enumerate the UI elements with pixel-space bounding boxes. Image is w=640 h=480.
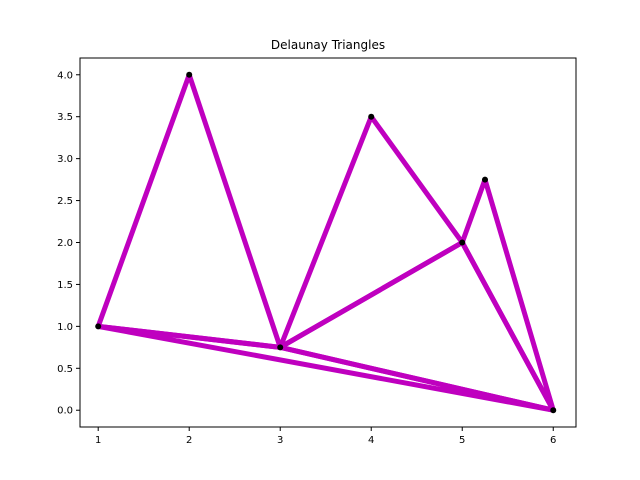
y-tick-label: 0.0: [57, 406, 73, 417]
point-0: [95, 323, 102, 330]
triangle-0: [95, 72, 283, 350]
x-tick-label: 5: [459, 435, 465, 446]
triangle-1: [95, 323, 556, 413]
triangle-4: [459, 177, 556, 413]
point-2: [277, 344, 284, 351]
triangle-edges: [95, 72, 556, 413]
y-tick-label: 3.0: [57, 154, 73, 165]
y-tick-label: 0.5: [57, 364, 73, 375]
point-1: [186, 71, 193, 78]
x-tick-label: 6: [550, 435, 556, 446]
y-tick-label: 2.5: [57, 196, 73, 207]
triangle-2: [277, 114, 465, 350]
y-axis: 0.0 0.5 1.0 1.5 2.0 2.5 3.0 3.5 4.0: [57, 70, 80, 417]
x-tick-label: 2: [186, 435, 192, 446]
y-tick-label: 2.0: [57, 238, 73, 249]
y-tick-label: 3.5: [57, 112, 73, 123]
x-tick-label: 3: [277, 435, 283, 446]
point-6: [550, 407, 557, 414]
y-tick-label: 4.0: [57, 70, 73, 81]
data-points: [95, 71, 557, 414]
point-5: [481, 176, 488, 183]
x-axis: 1 2 3 4 5 6: [95, 427, 556, 446]
y-tick-label: 1.5: [57, 280, 73, 291]
x-tick-label: 1: [95, 435, 101, 446]
y-tick-label: 1.0: [57, 322, 73, 333]
x-tick-label: 4: [368, 435, 374, 446]
chart-title: Delaunay Triangles: [271, 38, 385, 52]
point-3: [368, 113, 375, 120]
point-4: [459, 239, 466, 246]
